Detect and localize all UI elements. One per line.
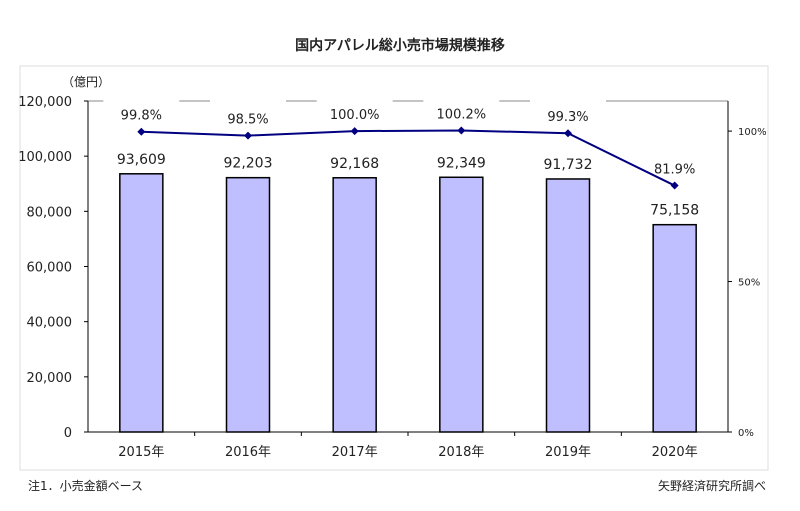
ratio-data-label: 99.3% [547,110,588,125]
bar-data-label: 93,609 [117,152,166,168]
ratio-point [137,127,146,136]
bar [439,176,484,433]
label-gap [530,97,606,105]
label-gap [423,97,500,105]
y2-tick-label: 100% [738,127,767,138]
x-tick-label: 2016年 [225,445,271,460]
y-tick-label: 40,000 [27,316,73,331]
chart-frame [19,65,769,471]
note-left: 注1．小売金額ベース [28,478,143,493]
bar-data-label: 91,732 [544,157,593,173]
y2-tick-label: 50% [738,278,760,289]
ratio-line [141,129,676,187]
x-tick-label: 2015年 [118,445,164,460]
y-tick-label: 60,000 [27,261,73,276]
label-gap [316,97,393,105]
x-tick-label: 2019年 [545,445,591,460]
bar-data-label: 92,349 [437,155,486,171]
ratio-data-label: 99.8% [121,109,162,124]
bar-data-label: 92,203 [224,156,273,172]
label-gap [103,97,180,105]
ratio-point [670,181,679,190]
x-tick-label: 2017年 [332,445,378,460]
y-tick-label: 20,000 [27,371,73,386]
x-tick-label: 2018年 [438,445,484,460]
ratio-point [244,131,252,140]
bar [652,223,697,433]
ratio-point [564,129,572,138]
bar-data-label: 75,158 [650,203,699,219]
bar [545,178,591,433]
y2-tick-label: 0% [738,428,754,439]
y-tick-label: 0 [64,426,72,441]
bar [332,177,377,433]
ratio-point [457,126,466,135]
unit-label: （億円） [62,75,110,89]
ratio-data-label: 98.5% [227,113,268,128]
y-tick-label: 80,000 [27,205,73,220]
y-tick-label: 120,000 [18,95,72,110]
bar [225,176,271,433]
bar [119,173,164,433]
note-right: 矢野経済研究所調べ [658,478,766,493]
ratio-point [350,127,359,136]
y-tick-label: 100,000 [18,150,72,165]
chart-title: 国内アパレル総小売市場規模推移 [295,37,505,54]
bar-data-label: 92,168 [330,156,379,172]
label-gap [210,97,286,105]
x-tick-label: 2020年 [652,445,698,460]
ratio-data-label: 100.0% [330,108,380,123]
ratio-data-label: 100.2% [437,107,487,122]
ratio-data-label: 81.9% [654,163,695,178]
